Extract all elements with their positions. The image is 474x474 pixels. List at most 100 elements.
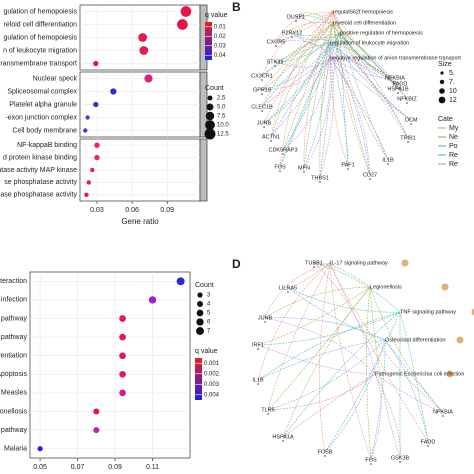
gene-label: JUNB	[257, 120, 272, 126]
edge	[329, 57, 396, 79]
x-tick-label: 0.05	[33, 464, 47, 471]
y-tick-label: naling pathway	[0, 427, 27, 434]
gene-label: FADD	[421, 439, 436, 445]
gene-node	[261, 79, 263, 81]
dot	[37, 446, 43, 452]
gene-node	[313, 266, 315, 268]
dot	[177, 19, 188, 30]
colorbar	[195, 358, 202, 400]
y-tick-label: -exon junction complex	[5, 114, 77, 121]
dot	[180, 6, 192, 17]
legend-label: 5.	[449, 70, 455, 77]
gene-label: DUSP1	[287, 14, 305, 20]
legend-dot	[196, 327, 204, 335]
gene-label: CX3CR1	[251, 73, 273, 79]
gene-node	[397, 92, 399, 94]
edge	[370, 339, 386, 461]
term-node	[331, 21, 335, 25]
dot	[84, 192, 89, 197]
legend-dot	[197, 292, 203, 298]
edge	[332, 11, 399, 90]
edge	[275, 11, 334, 43]
edge	[332, 22, 371, 176]
edge	[329, 262, 429, 443]
y-tick-label: Platelet alpha granule	[9, 101, 77, 108]
edge	[319, 57, 335, 179]
gene-node	[264, 321, 266, 323]
term-node	[328, 56, 332, 60]
colorbar-label: 0.01	[214, 24, 226, 30]
gene-label: FOSB	[318, 449, 333, 455]
gene-node	[387, 163, 389, 165]
edge	[279, 11, 334, 168]
edge	[339, 32, 349, 166]
legend-label: 6	[207, 320, 211, 326]
edge	[282, 32, 341, 151]
size-key	[439, 79, 445, 85]
edge	[282, 57, 331, 151]
edge	[332, 11, 409, 139]
edge	[384, 339, 429, 443]
gene-label: HSPA1B	[387, 86, 409, 92]
edge	[279, 42, 331, 168]
y-tick-label: reloid cell differentiation	[4, 21, 78, 28]
gene-node	[319, 181, 321, 183]
gene-label: FOS	[365, 457, 377, 463]
term-node	[328, 41, 332, 45]
term-node	[441, 283, 449, 291]
edge	[374, 373, 444, 413]
edge	[329, 42, 399, 90]
edge	[329, 262, 372, 461]
gene-label: IRF1	[252, 342, 264, 348]
edge	[270, 22, 334, 138]
edge	[279, 32, 341, 168]
legend-label: 7	[207, 329, 211, 335]
dot	[119, 352, 126, 360]
legend-title: Count	[195, 282, 214, 289]
edge	[261, 11, 334, 77]
edge	[282, 373, 376, 438]
gene-node	[399, 461, 401, 463]
y-tick-label: Spliceosomal complex	[7, 88, 77, 95]
gene-label: ACTN1	[262, 134, 280, 140]
y-tick-label: Cell body membrane	[12, 127, 77, 134]
edge	[267, 286, 371, 411]
gene-node	[427, 445, 429, 447]
edge	[303, 42, 331, 169]
edge	[275, 35, 331, 44]
gene-label: FOS	[274, 164, 286, 170]
dot	[93, 101, 99, 108]
legend-dot	[206, 103, 214, 111]
gene-node	[282, 440, 284, 442]
term-label: positive regulation of hemopoiesis	[340, 30, 423, 36]
edge	[329, 42, 349, 166]
network: regulat562f hemopoiesis myeloid cell diff…	[251, 9, 461, 183]
edges	[261, 11, 412, 179]
edge	[313, 262, 371, 288]
dot	[110, 88, 117, 95]
colorbar-label: 0.002	[204, 371, 220, 377]
edge	[384, 339, 444, 413]
gene-label: GPR18	[253, 87, 271, 93]
colorbar-label: 0.001	[204, 361, 220, 367]
gene-node	[261, 110, 263, 112]
gene-label: HSPA1A	[272, 434, 294, 440]
y-tick-label: a coli infection	[0, 297, 27, 304]
edge	[332, 11, 401, 85]
edge	[313, 262, 401, 313]
gene-label: MFN	[298, 165, 310, 171]
edge	[274, 32, 341, 63]
gene-node	[291, 36, 293, 38]
dot	[144, 74, 153, 83]
edge	[264, 262, 331, 319]
gene-node	[279, 170, 281, 172]
dot	[93, 427, 100, 434]
edge	[295, 12, 334, 24]
gene-label: STK39	[267, 59, 284, 65]
edge	[329, 42, 371, 176]
edge	[274, 57, 331, 68]
gene-node	[295, 20, 297, 22]
legend-label: 12.5	[217, 132, 229, 138]
edge	[287, 287, 386, 341]
legend-label: Size	[438, 61, 452, 68]
